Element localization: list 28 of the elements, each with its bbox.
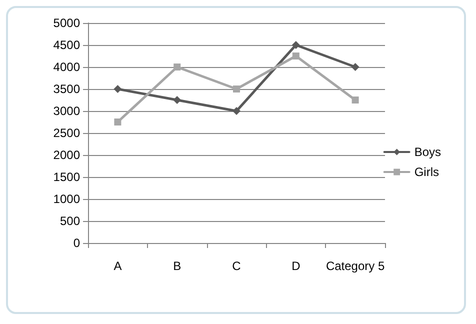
point [233, 86, 240, 92]
y-tick-label: 4000 [53, 60, 80, 74]
y-tick-label: 2000 [53, 148, 80, 162]
y-tick-label: 1500 [53, 170, 80, 184]
point [292, 41, 300, 49]
x-tick-label: C [232, 259, 242, 273]
y-tick-label: 0 [73, 236, 80, 250]
point [173, 96, 182, 104]
y-tick-label: 1000 [53, 192, 80, 206]
legend-label: Boys [414, 145, 442, 159]
point [114, 118, 122, 126]
point [232, 107, 240, 115]
x-tick-label: B [173, 259, 182, 273]
legend-label: Girls [414, 165, 439, 179]
point [351, 63, 360, 71]
y-tick-label: 500 [60, 214, 80, 228]
x-tick-label: A [114, 259, 122, 273]
y-tick-label: 4500 [53, 38, 80, 52]
y-tick-label: 2500 [53, 126, 80, 140]
y-tick-label: 3500 [53, 82, 80, 96]
y-tick-label: 5000 [53, 16, 80, 30]
point [114, 85, 122, 93]
point [292, 52, 300, 60]
point [174, 64, 181, 70]
point [352, 96, 359, 104]
x-tick-label: Category 5 [326, 259, 385, 273]
y-tick-label: 3000 [53, 104, 80, 118]
x-tick-label: D [292, 259, 301, 273]
